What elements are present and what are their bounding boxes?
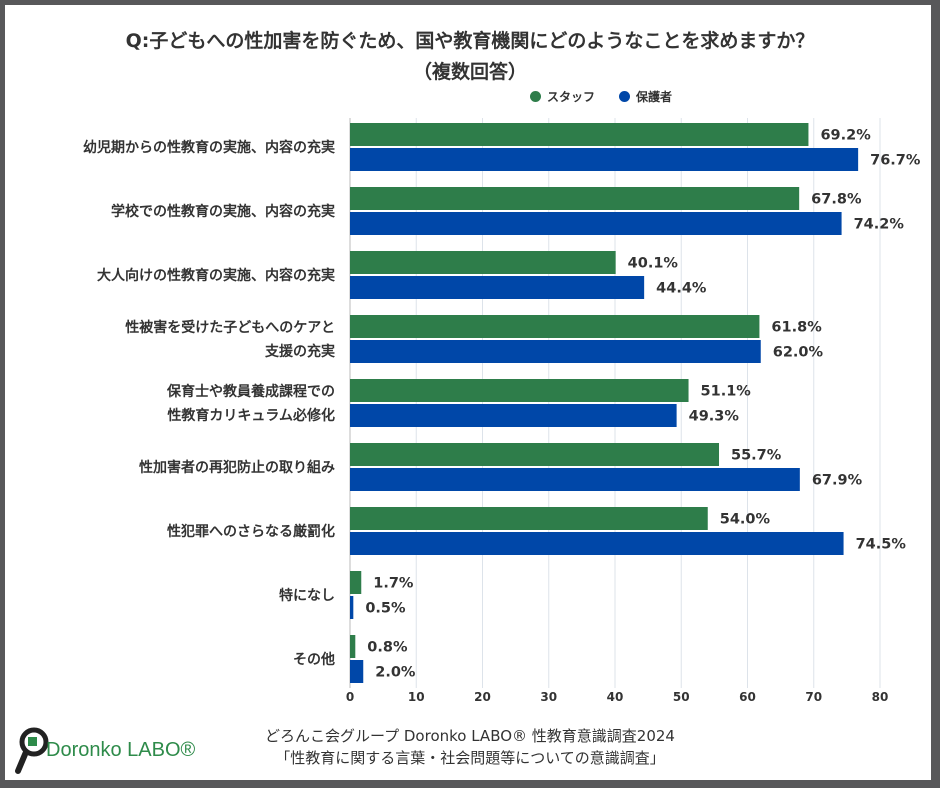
data-label: 55.7%	[731, 448, 782, 464]
legend-label-staff: スタッフ	[547, 90, 596, 104]
data-label: 76.7%	[870, 153, 921, 169]
bar-staff	[350, 443, 720, 466]
data-label: 69.2%	[820, 128, 871, 144]
bar-parents	[350, 276, 645, 299]
legend-item-parents: 保護者	[619, 88, 672, 105]
title-line-2: （複数回答）	[412, 61, 527, 83]
data-label: 67.9%	[812, 473, 863, 489]
bar-staff	[350, 507, 708, 530]
bar-parents	[350, 596, 354, 619]
bar-staff	[350, 571, 362, 594]
legend-label-parents: 保護者	[636, 90, 673, 104]
data-label: 74.5%	[856, 537, 907, 553]
x-tick-label: 50	[673, 690, 690, 704]
data-label: 40.1%	[628, 256, 679, 272]
category-label: 学校での性教育の実施、内容の充実	[111, 203, 335, 220]
x-tick-label: 0	[346, 690, 354, 704]
doronko-labo-logo: Doronko LABO®	[14, 725, 195, 775]
logo-text: Doronko LABO®	[46, 738, 196, 761]
data-label: 54.0%	[720, 512, 771, 528]
x-tick-label: 30	[540, 690, 557, 704]
data-label: 2.0%	[375, 665, 416, 681]
data-label: 0.5%	[365, 601, 406, 617]
bar-parents	[350, 532, 844, 555]
x-tick-label: 40	[607, 690, 624, 704]
bar-staff	[350, 123, 809, 146]
category-label: 幼児期からの性教育の実施、内容の充実	[83, 139, 335, 156]
chart-title: Q:子どもへの性加害を防ぐため、国や教育機関にどのようなことを求めますか？ （複…	[0, 26, 940, 88]
title-line-1: Q:子どもへの性加害を防ぐため、国や教育機関にどのようなことを求めますか？	[125, 30, 815, 52]
bar-parents	[350, 660, 364, 683]
category-label: 性被害を受けた子どもへのケアと支援の充実	[125, 319, 335, 360]
data-label: 67.8%	[811, 192, 862, 208]
category-label: 大人向けの性教育の実施、内容の充実	[97, 267, 335, 284]
legend-marker-parents	[619, 91, 631, 102]
category-label: 性加害者の再犯防止の取り組み	[139, 459, 335, 476]
bar-parents	[350, 404, 677, 427]
bar-staff	[350, 635, 356, 658]
bar-parents	[350, 340, 761, 363]
bar-staff	[350, 379, 689, 402]
legend-item-staff: スタッフ	[530, 88, 595, 105]
magnifier-icon	[15, 727, 49, 774]
x-tick-label: 70	[805, 690, 822, 704]
data-label: 0.8%	[367, 640, 408, 656]
x-tick-label: 10	[408, 690, 425, 704]
data-label: 44.4%	[656, 281, 707, 297]
source-line-2: 「性教育に関する言葉・社会問題等についての意識調査」	[275, 749, 665, 767]
data-label: 74.2%	[854, 217, 905, 233]
bar-parents	[350, 468, 800, 491]
category-label: その他	[293, 651, 335, 668]
data-label: 62.0%	[773, 345, 824, 361]
source-note: どろんこ会グループ Doronko LABO® 性教育意識調査2024 「性教育…	[230, 725, 710, 769]
data-label: 61.8%	[771, 320, 822, 336]
bar-parents	[350, 212, 842, 235]
category-label: 性犯罪へのさらなる厳罰化	[167, 523, 335, 540]
category-label: 保育士や教員養成課程での性教育カリキュラム必修化	[166, 383, 335, 424]
x-tick-label: 20	[474, 690, 491, 704]
category-label: 特になし	[279, 587, 335, 604]
data-label: 51.1%	[701, 384, 752, 400]
legend-marker-staff	[530, 91, 541, 102]
data-label: 1.7%	[373, 576, 414, 592]
bar-parents	[350, 148, 859, 171]
x-tick-label: 60	[739, 690, 756, 704]
bar-chart: 0 10 20 30 40 50 60 70 80 69.2% 76.7% 幼児期からの性教育の実施、…	[83, 118, 921, 704]
x-tick-label: 80	[872, 690, 889, 704]
bar-staff	[350, 187, 800, 210]
source-line-1: どろんこ会グループ Doronko LABO® 性教育意識調査2024	[265, 727, 675, 745]
bar-staff	[350, 315, 760, 338]
data-label: 49.3%	[689, 409, 740, 425]
bar-staff	[350, 251, 616, 274]
legend: スタッフ 保護者	[530, 88, 672, 105]
